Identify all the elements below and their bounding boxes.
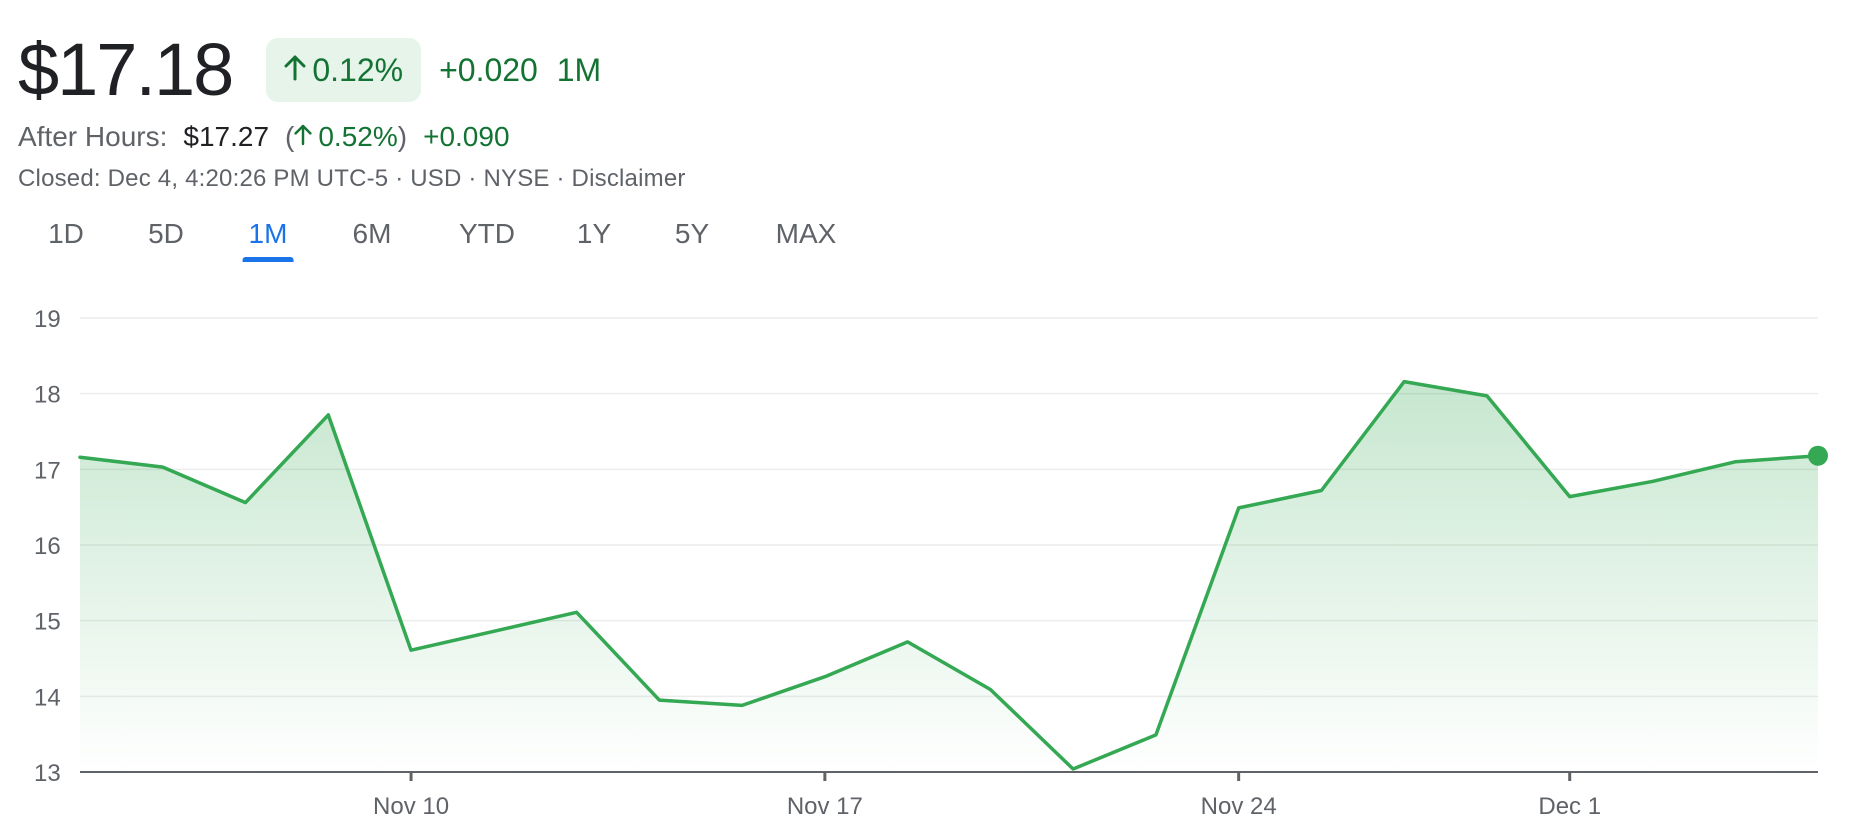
- after-hours-row: After Hours: $17.27 (0.52%) +0.090: [18, 121, 510, 153]
- tab-1d[interactable]: 1D: [48, 218, 84, 249]
- price-point: [1484, 393, 1490, 399]
- price-line: [78, 379, 1820, 771]
- after-hours-change-percent-value: 0.52%: [318, 121, 398, 152]
- price-point: [905, 639, 911, 645]
- quote-header: $17.18 0.12% +0.020 1M: [18, 28, 601, 112]
- price-point: [656, 697, 662, 703]
- y-tick-label: 19: [34, 306, 61, 333]
- y-tick-label: 15: [34, 609, 61, 636]
- tab-1m[interactable]: 1M: [242, 218, 294, 262]
- price-point: [1649, 478, 1655, 484]
- y-axis: 13 14 15 16 17 18 19: [34, 306, 61, 787]
- price-point: [408, 647, 414, 653]
- change-period: 1M: [556, 51, 602, 88]
- after-hours-price: $17.27: [183, 121, 270, 152]
- current-price: $17.18: [18, 28, 234, 111]
- change-percent: 0.12%: [312, 51, 404, 88]
- y-tick-label: 17: [34, 457, 61, 484]
- price-point: [77, 454, 83, 460]
- price-point: [739, 702, 745, 708]
- y-tick-label: 16: [34, 533, 61, 560]
- x-tick-label: Nov 24: [1201, 793, 1277, 820]
- tab-6m[interactable]: 6M: [352, 218, 392, 249]
- price-point: [1153, 732, 1159, 738]
- change-absolute: +0.020 1M: [439, 52, 601, 89]
- price-point: [987, 687, 993, 693]
- tab-ytd[interactable]: YTD: [459, 218, 515, 249]
- tab-5y[interactable]: 5Y: [674, 218, 710, 249]
- price-point: [1732, 459, 1738, 465]
- price-point: [1236, 505, 1242, 511]
- change-absolute-value: +0.020: [439, 51, 538, 88]
- price-area: [80, 381, 1818, 772]
- price-point: [160, 464, 166, 470]
- arrow-up-icon: [294, 121, 312, 153]
- price-chart[interactable]: 13 14 15 16 17 18 19 Nov 10 Nov 17 Nov 24 Dec 1: [0, 280, 1860, 826]
- price-point: [574, 609, 580, 615]
- after-hours-change-absolute: +0.090: [423, 121, 510, 152]
- price-point: [325, 412, 331, 418]
- y-tick-label: 14: [34, 684, 61, 711]
- x-tick-label: Nov 10: [373, 793, 449, 820]
- x-tick-label: Dec 1: [1538, 793, 1601, 820]
- price-point: [491, 628, 497, 634]
- price-point: [243, 500, 249, 506]
- y-tick-label: 18: [34, 382, 61, 409]
- price-point: [822, 674, 828, 680]
- price-point: [1318, 488, 1324, 494]
- y-tick-label: 13: [34, 760, 61, 787]
- after-hours-label: After Hours:: [18, 121, 168, 152]
- tab-1y[interactable]: 1Y: [576, 218, 612, 249]
- x-tick-label: Nov 17: [787, 793, 863, 820]
- price-point: [1401, 379, 1407, 385]
- price-points: [77, 379, 1828, 738]
- arrow-up-icon: [284, 52, 306, 89]
- after-hours-change-percent: (0.52%): [285, 121, 408, 153]
- price-point: [1567, 494, 1573, 500]
- tab-5d[interactable]: 5D: [148, 218, 184, 249]
- last-price-point[interactable]: [1808, 445, 1828, 466]
- market-status: Closed: Dec 4, 4:20:26 PM UTC-5 · USD · …: [18, 165, 686, 192]
- x-axis: Nov 10 Nov 17 Nov 24 Dec 1: [373, 772, 1601, 820]
- change-percent-badge: 0.12%: [266, 38, 422, 102]
- tab-max[interactable]: MAX: [775, 218, 837, 249]
